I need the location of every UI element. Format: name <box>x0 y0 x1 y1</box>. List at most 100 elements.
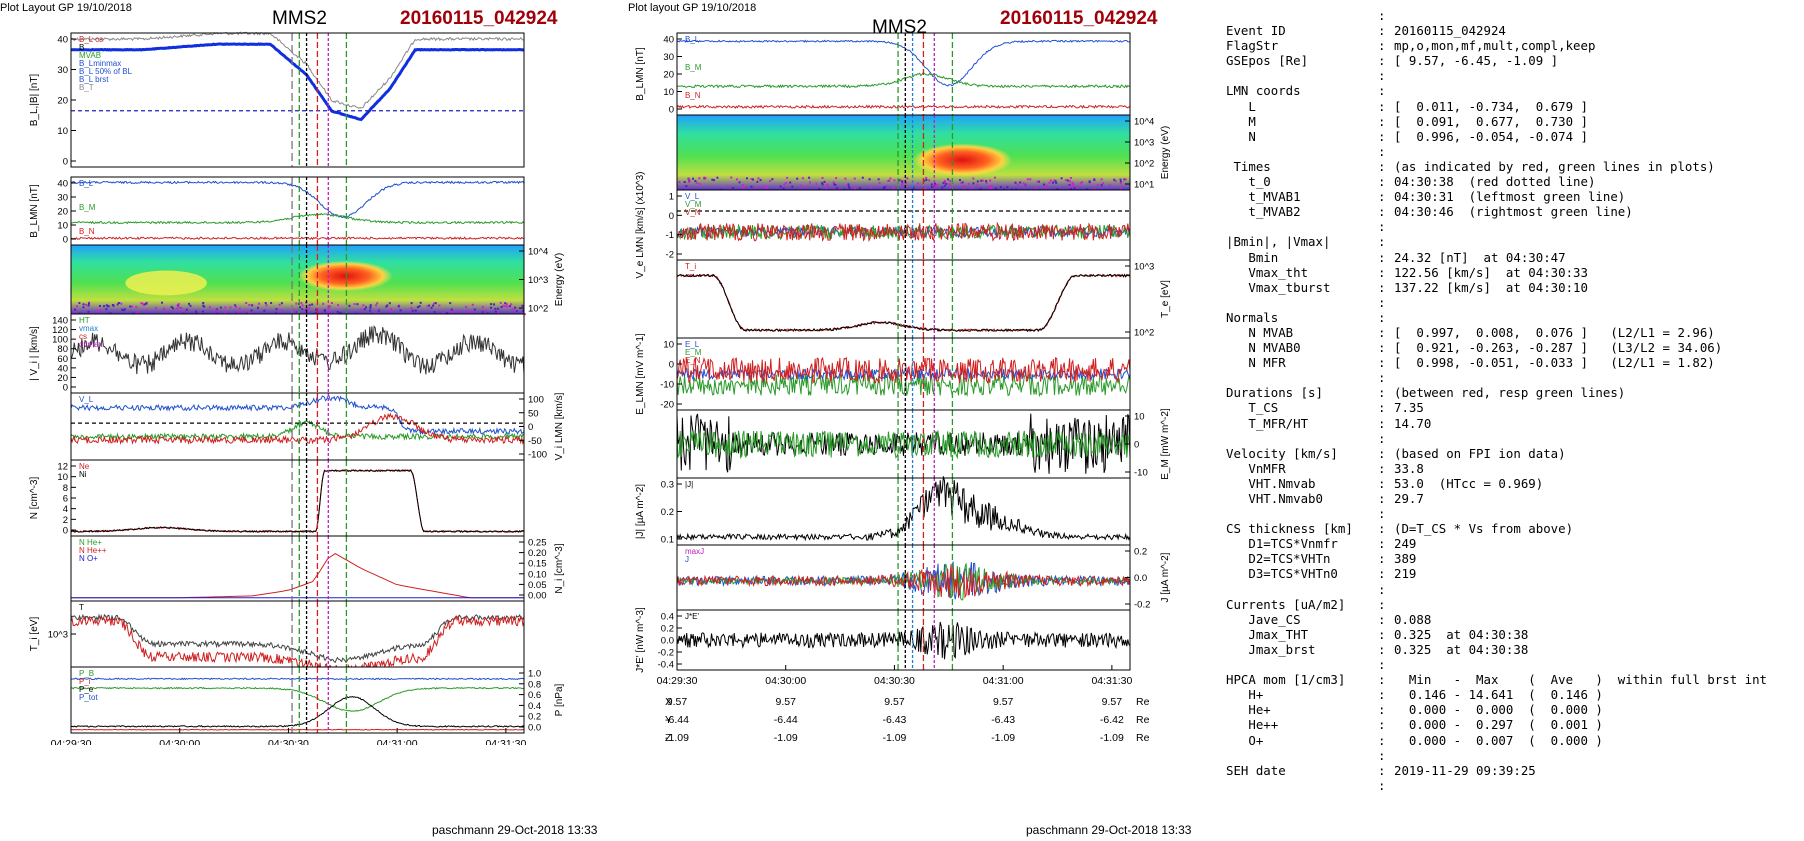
y-axis-label: E_LMN [mV m^-1] <box>635 333 646 415</box>
spectrogram-pixel <box>107 305 110 308</box>
y-tick-label: 0.0 <box>661 636 674 647</box>
trace-V_M <box>70 420 525 442</box>
param-value: 20160115_042924 <box>1394 23 1506 39</box>
spectrogram-pixel <box>1055 181 1058 184</box>
panel-background <box>71 667 524 733</box>
spectrogram-pixel <box>694 180 697 182</box>
param-row: T_MFR/HT:14.70 <box>1226 416 1801 431</box>
coord-row-label: X <box>665 696 672 708</box>
trace-P_e <box>70 728 525 731</box>
param-separator: : <box>1378 430 1386 446</box>
y-tick-label: 0.20 <box>528 548 547 559</box>
param-value: [ 9.57, -6.45, -1.09 ] <box>1394 53 1559 69</box>
spectrogram-pixel <box>493 303 495 306</box>
spectrogram-pixel <box>989 185 991 188</box>
spectrogram-pixel <box>972 182 975 185</box>
spectrogram-pixel <box>297 310 300 313</box>
legend-label: B_L <box>685 35 700 44</box>
trace-B_N <box>70 236 525 241</box>
spectrogram-pixel <box>327 307 330 310</box>
spectrogram-pixel <box>178 306 181 309</box>
spectrogram-pixel <box>278 303 281 306</box>
spectrogram-pixel <box>835 177 838 180</box>
y-axis-label: E_M [mW m^-2] <box>1160 408 1171 480</box>
param-row: Velocity [km/s]: (based on FPI ion data) <box>1226 446 1801 461</box>
spectrogram-pixel <box>678 181 681 184</box>
panel-background <box>71 536 524 601</box>
y-tick-label: 10^3 <box>1134 138 1154 149</box>
y-tick-label: 10^2 <box>1134 328 1154 339</box>
coord-value: 9.57 <box>667 696 688 708</box>
spectrogram-pixel <box>976 180 979 183</box>
legend-label: J*E' <box>685 612 699 621</box>
y-tick-label: 30 <box>57 193 68 204</box>
spectrogram-pixel <box>1054 180 1057 182</box>
spectrogram-pixel <box>466 310 469 313</box>
param-row: FlagStr: mp,o,mon,mf,mult,compl,keep <box>1226 38 1801 53</box>
spectrogram-pixel <box>704 177 707 180</box>
spectrogram-pixel <box>1093 187 1096 190</box>
legend-label: B_L brst <box>79 75 109 84</box>
param-key <box>1226 431 1378 446</box>
spectrogram-pixel <box>426 305 429 308</box>
spectrogram-pixel <box>434 302 437 305</box>
spectrogram-pixel <box>847 183 850 186</box>
spectrogram-pixel <box>1093 178 1096 180</box>
spectrogram-pixel <box>319 309 321 312</box>
param-separator: : <box>1378 98 1386 114</box>
y-tick-label: 0.0 <box>528 723 541 734</box>
param-row: SEH date:2019-11-29 09:39:25 <box>1226 763 1801 778</box>
coord-value: -1.09 <box>882 732 906 744</box>
spectrogram-pixel <box>970 186 973 189</box>
spectrogram-pixel <box>889 177 892 180</box>
spectrogram-pixel <box>263 309 266 312</box>
spectrogram-pixel <box>365 306 367 309</box>
spectrogram-pixel <box>338 311 341 314</box>
param-separator: : <box>1378 415 1386 431</box>
y-tick-label: -10 <box>660 380 674 391</box>
param-separator: : <box>1378 400 1386 416</box>
param-value <box>1394 68 1801 83</box>
legend-label: maxJ <box>685 547 704 556</box>
spectrogram-pixel <box>1016 183 1019 186</box>
spectrogram-pixel <box>369 309 372 312</box>
y-tick-label: 0.2 <box>661 507 674 518</box>
legend-label: J <box>685 555 689 564</box>
param-value: 122.56 [km/s] at 04:30:33 <box>1394 264 1588 280</box>
param-value: 0.325 at 04:30:38 <box>1394 626 1529 642</box>
spectrogram-pixel <box>848 185 850 188</box>
spectrogram-pixel <box>450 310 453 313</box>
legend-label: cs <box>79 332 87 341</box>
spectrogram-pixel <box>189 304 192 307</box>
y-tick-label: 10 <box>663 340 674 351</box>
param-row: : <box>1226 8 1801 23</box>
spectrogram-pixel <box>1056 188 1059 190</box>
param-key: Velocity [km/s] <box>1226 445 1338 461</box>
spectrogram-pixel <box>243 309 246 312</box>
spectrogram-pixel <box>934 182 936 185</box>
y-tick-label: 50 <box>528 408 539 419</box>
spectrogram-pixel <box>264 302 267 305</box>
param-row: t_MVAB1:04:30:31 (leftmost green line) <box>1226 189 1801 204</box>
param-row: Normals: <box>1226 310 1801 325</box>
param-value: 14.70 <box>1394 415 1432 431</box>
param-separator: : <box>1378 687 1386 703</box>
spectrogram-pixel <box>947 178 949 181</box>
y-tick-label: 0.25 <box>528 538 547 549</box>
spectrogram-pixel <box>510 303 513 306</box>
param-value <box>1394 295 1801 310</box>
spectrogram-pixel <box>815 182 818 185</box>
trace-B_L <box>70 180 525 219</box>
spectrogram-pixel <box>750 178 753 181</box>
spectrogram-pixel <box>258 302 260 305</box>
param-key: M <box>1226 113 1256 129</box>
y-tick-label: 0 <box>669 105 674 116</box>
coord-value: -1.09 <box>991 732 1015 744</box>
y-tick-label: 10 <box>663 87 674 98</box>
spectrogram-pixel <box>390 309 393 312</box>
spectrogram-pixel <box>280 302 283 305</box>
coord-value: -6.43 <box>991 714 1015 726</box>
y-tick-label: 40 <box>663 35 674 46</box>
